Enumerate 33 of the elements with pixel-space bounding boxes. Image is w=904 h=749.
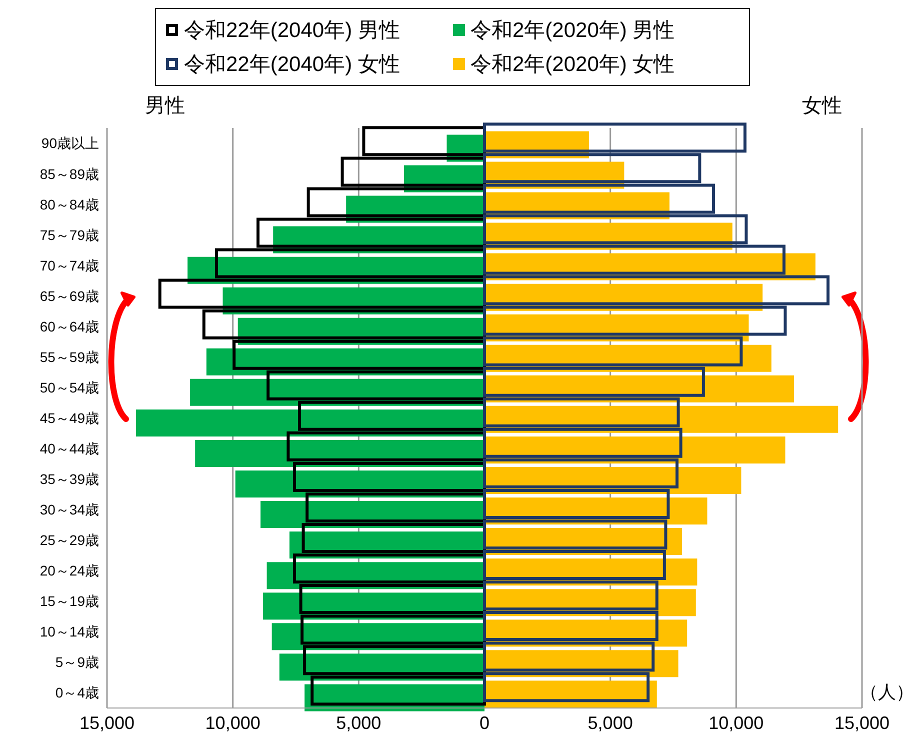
x-tick-label: 10,000	[708, 712, 764, 733]
legend-label: 令和2年(2020年) 女性	[470, 52, 675, 78]
y-tick-label: 50～54歳	[40, 379, 99, 396]
x-tick-label: 10,000	[205, 712, 260, 733]
x-tick-label: 15,000	[834, 712, 890, 733]
y-tick-label: 85～89歳	[40, 166, 99, 182]
text: 女性	[802, 94, 842, 119]
legend-label: 令和22年(2040年) 男性	[184, 18, 400, 44]
x-tick-label: 5,000	[336, 712, 382, 733]
x-tick-label: 5,000	[588, 712, 633, 733]
text: 男性	[145, 94, 185, 119]
y-tick-label: 30～34歳	[40, 502, 99, 518]
y-tick-label: 60～64歳	[40, 318, 99, 334]
y-tick-label: 45～49歳	[40, 410, 99, 426]
y-tick-label: 10～14歳	[40, 624, 99, 640]
y-tick-label: 55～59歳	[40, 348, 99, 365]
y-tick-label: 90歳以上	[41, 135, 99, 152]
y-tick-label: 25～29歳	[40, 532, 99, 548]
y-tick-label: 5～9歳	[55, 654, 99, 670]
x-axis-title: （人）	[860, 681, 904, 704]
y-tick-label: 75～79歳	[40, 226, 99, 243]
x-tick-label: 15,000	[79, 712, 135, 733]
legend-label: 令和2年(2020年) 男性	[470, 18, 675, 44]
y-tick-label: 35～39歳	[40, 471, 99, 488]
y-tick-label: 0～4歳	[55, 684, 99, 701]
y-tick-label: 15～19歳	[40, 593, 99, 610]
y-tick-label: 70～74歳	[40, 257, 99, 274]
y-tick-label: 80～84歳	[40, 196, 99, 212]
x-tick-label: 0	[479, 712, 490, 733]
legend-label: 令和22年(2040年) 女性	[184, 52, 400, 78]
y-tick-label: 20～24歳	[40, 562, 99, 579]
y-tick-label: 65～69歳	[40, 288, 99, 304]
y-tick-label: 40～44歳	[40, 440, 99, 456]
